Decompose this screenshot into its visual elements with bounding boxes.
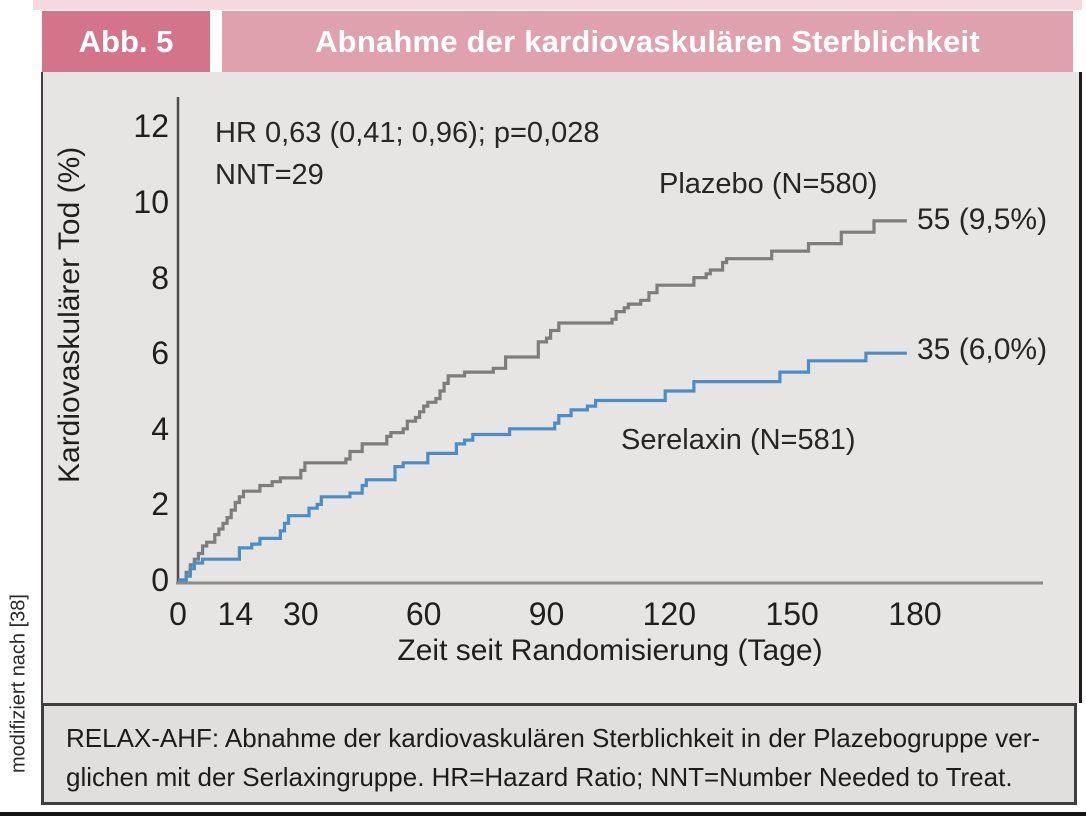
serelaxin-curve — [178, 351, 907, 582]
x-tick-label: 30 — [283, 596, 319, 632]
chart-canvas — [176, 97, 1043, 585]
figure-number-badge: Abb. 5 — [42, 11, 210, 72]
hazard-ratio-text: HR 0,63 (0,41; 0,96); p=0,028 — [215, 117, 600, 149]
nnt-text: NNT=29 — [215, 159, 324, 192]
x-axis-title: Zeit seit Randomisierung (Tage) — [397, 634, 823, 667]
caption-line-1: RELAX-AHF: Abnahme der kardiovaskulären … — [66, 723, 1041, 753]
x-tick-label: 150 — [765, 596, 819, 632]
y-tick-label: 2 — [151, 486, 169, 523]
stats-annotation: HR 0,63 (0,41; 0,96); p=0,028 NNT=29 — [215, 112, 600, 196]
x-tick-label: 120 — [642, 596, 697, 632]
x-tick-label: 14 — [217, 596, 254, 632]
figure-title-text: Abnahme der kardiovaskulären Sterblichke… — [315, 23, 980, 59]
x-tick-label: 90 — [528, 596, 565, 632]
y-tick-label: 0 — [151, 562, 169, 598]
y-tick-label: 12 — [133, 108, 169, 145]
y-tick-label: 10 — [133, 184, 169, 220]
figure-number-text: Abb. 5 — [78, 23, 174, 59]
serelaxin-series-label: Serelaxin (N=581) — [621, 424, 856, 456]
header-accent-strip — [33, 0, 1082, 10]
serelaxin-end-value: 35 (6,0%) — [917, 333, 1048, 366]
figure-title-bar: Abnahme der kardiovaskulären Sterblichke… — [222, 11, 1073, 72]
x-tick-label: 180 — [888, 596, 942, 632]
caption-box: RELAX-AHF: Abnahme der kardiovaskulären … — [41, 703, 1077, 805]
plazebo-end-value: 55 (9,5%) — [917, 203, 1048, 236]
plazebo-series-label: Plazebo (N=580) — [659, 168, 878, 200]
caption-line-2: glichen mit der Serlaxingruppe. HR=Hazar… — [66, 762, 1013, 792]
y-tick-label: 4 — [151, 410, 169, 447]
x-tick-label: 60 — [405, 596, 442, 632]
chart-area: HR 0,63 (0,41; 0,96); p=0,028 NNT=29 Pla… — [41, 72, 1082, 703]
y-tick-label: 6 — [151, 335, 169, 372]
y-axis-title: Kardiovaskulärer Tod (%) — [53, 146, 86, 483]
plazebo-curve — [178, 219, 907, 582]
y-tick-label: 8 — [151, 259, 169, 296]
x-tick-label: 0 — [169, 596, 187, 632]
bottom-divider — [0, 812, 1086, 816]
source-note: modifiziert nach [38] — [7, 594, 30, 774]
